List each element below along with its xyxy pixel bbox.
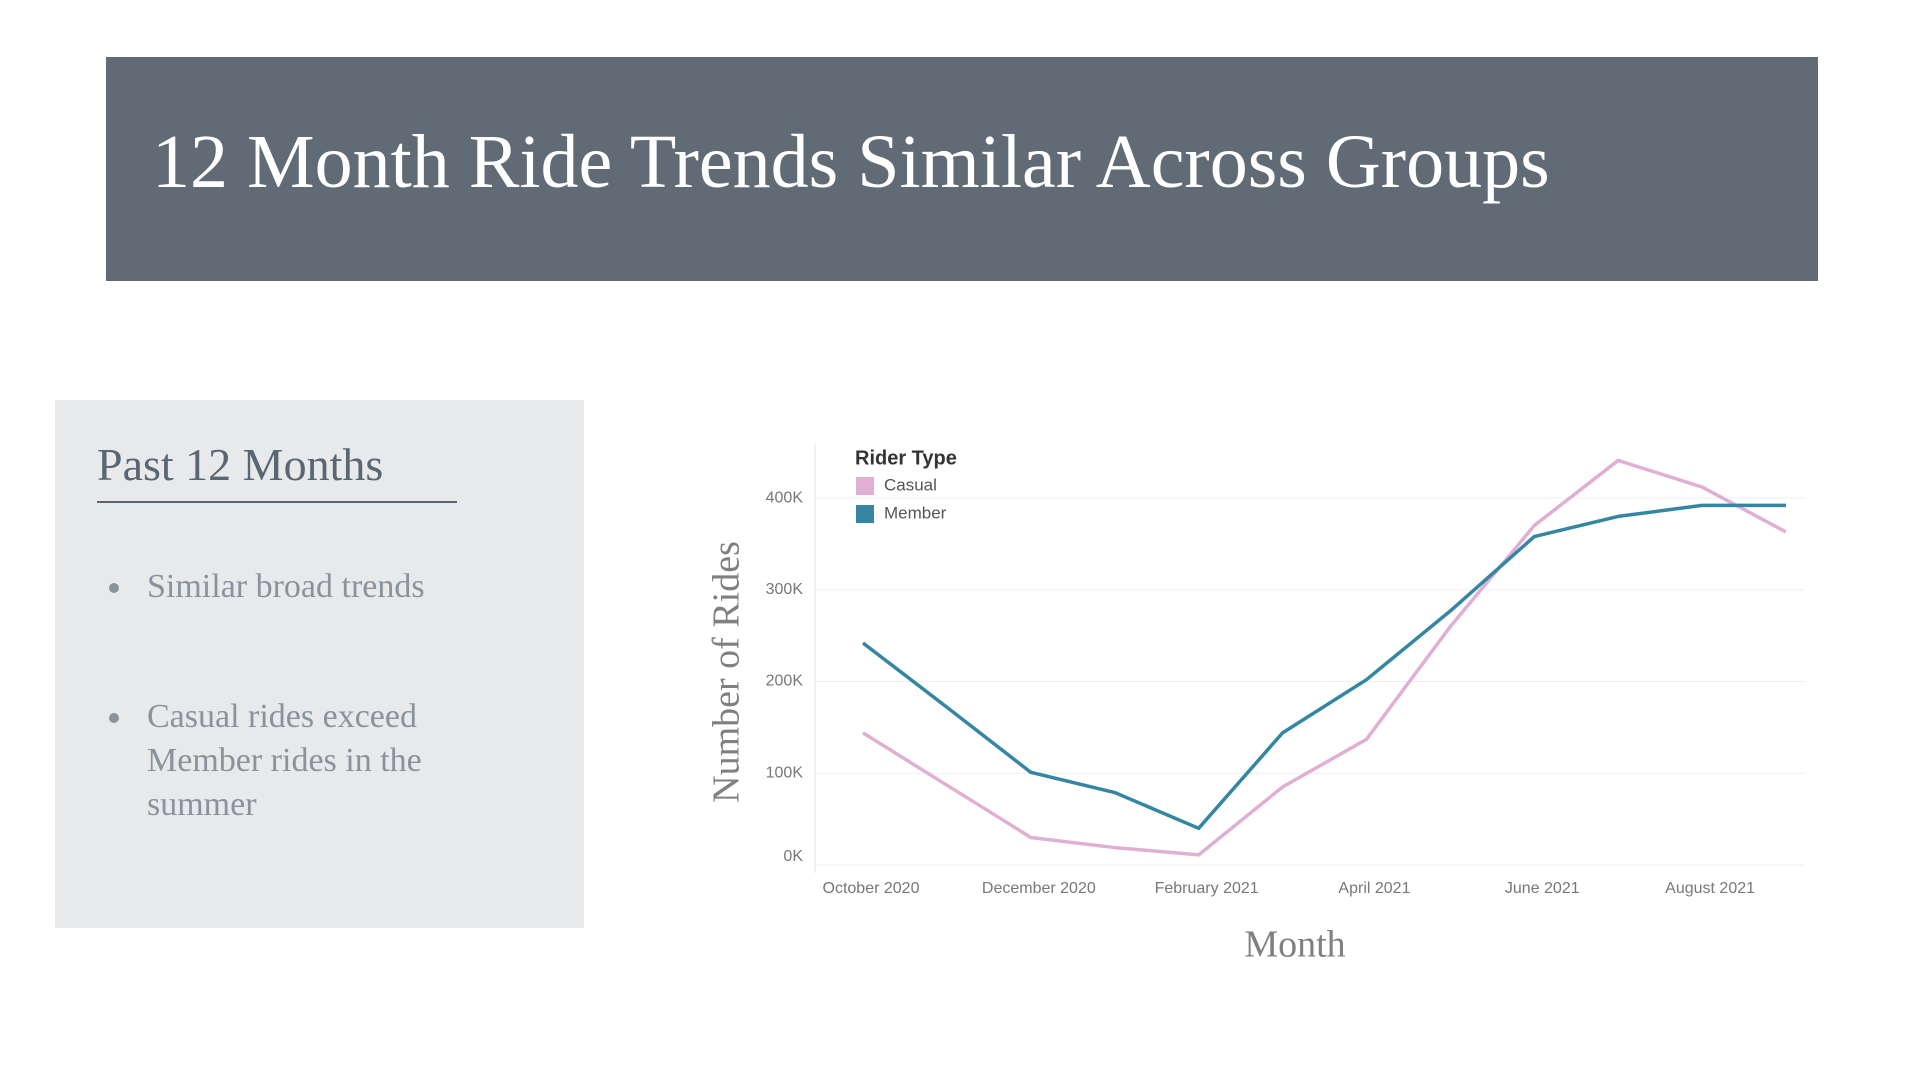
legend-title: Rider Type (855, 447, 957, 469)
x-tick-label: December 2020 (982, 880, 1096, 897)
series-line (862, 458, 1787, 857)
x-axis-label: Month (1244, 924, 1345, 966)
title-banner: 12 Month Ride Trends Similar Across Grou… (106, 57, 1818, 281)
bullet-list: Similar broad trends Casual rides exceed… (55, 565, 495, 913)
panel-heading: Past 12 Months (97, 438, 457, 503)
y-tick-label: 200K (766, 673, 804, 690)
slide-title: 12 Month Ride Trends Similar Across Grou… (152, 120, 1550, 204)
legend-swatch (856, 477, 874, 495)
notes-panel: Past 12 Months Similar broad trends Casu… (55, 400, 584, 928)
bullet: Casual rides exceed Member rides in the … (135, 695, 495, 827)
y-tick-label: 300K (766, 581, 804, 598)
x-tick-label: February 2021 (1155, 880, 1259, 897)
legend-swatch (856, 505, 874, 523)
bullet: Similar broad trends (135, 565, 495, 609)
x-tick-label: June 2021 (1505, 880, 1580, 897)
legend-label: Casual (884, 475, 937, 494)
y-tick-label: 0K (783, 848, 803, 865)
x-tick-label: August 2021 (1665, 880, 1755, 897)
y-tick-label: 100K (766, 764, 804, 781)
y-axis-label: Number of Rides (706, 541, 748, 803)
x-tick-label: April 2021 (1338, 880, 1410, 897)
y-tick-label: 400K (766, 489, 804, 506)
x-tick-label: October 2020 (823, 880, 920, 897)
series-line (861, 503, 1786, 831)
legend-label: Member (884, 503, 947, 522)
